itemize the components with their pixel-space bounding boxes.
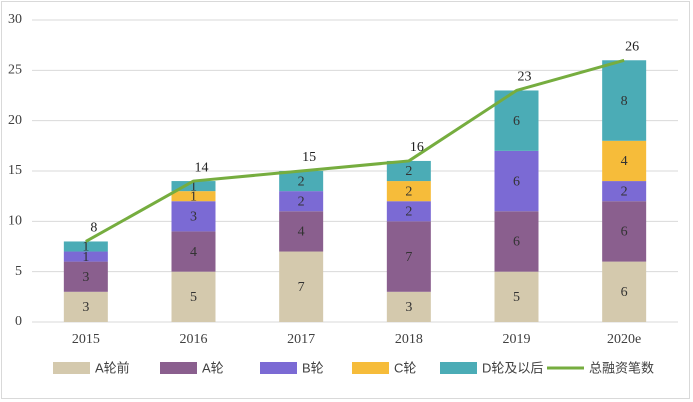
- bar-segment-label: 3: [82, 270, 89, 285]
- total-label: 15: [302, 150, 316, 165]
- bar-segment-label: 2: [298, 174, 305, 189]
- legend-swatch: [352, 362, 389, 374]
- bar-segment-label: 5: [190, 290, 197, 305]
- bar-segment: [63, 251, 108, 262]
- bar-segment: [602, 201, 647, 262]
- bar-segment-label: 6: [621, 225, 628, 240]
- legend-swatch: [440, 362, 477, 374]
- bar-segment-label: 4: [298, 225, 305, 240]
- legend-label: C轮: [394, 360, 416, 375]
- y-tick-label: 20: [8, 113, 22, 128]
- bar-segment: [602, 140, 647, 182]
- bar-segment: [171, 191, 216, 202]
- bar-segment-label: 2: [405, 184, 412, 199]
- bar-segment: [171, 181, 216, 192]
- bar-segment-label: 2: [405, 164, 412, 179]
- total-label: 16: [410, 140, 424, 155]
- x-tick-label: 2016: [180, 332, 208, 347]
- bar-segment: [279, 251, 324, 322]
- y-tick-label: 25: [8, 63, 22, 78]
- bar-segment-label: 1: [82, 240, 89, 255]
- bar-segment-label: 2: [405, 204, 412, 219]
- y-tick-label: 15: [8, 163, 22, 178]
- y-tick-label: 30: [8, 12, 22, 27]
- bar-segment: [279, 191, 324, 212]
- bar-segment: [171, 231, 216, 272]
- x-tick-label: 2017: [287, 332, 315, 347]
- bar-segment-label: 2: [621, 184, 628, 199]
- y-tick-label: 10: [8, 214, 22, 229]
- bar-segment: [279, 211, 324, 252]
- bar-segment-label: 4: [621, 154, 628, 169]
- bar-segment-label: 3: [190, 210, 197, 225]
- total-label: 26: [625, 39, 639, 54]
- bar-segment-label: 2: [298, 194, 305, 209]
- total-line: [85, 58, 625, 243]
- total-label: 8: [90, 221, 97, 236]
- bar-segment: [386, 160, 431, 182]
- bar-segment: [386, 291, 431, 322]
- legend-label: A轮: [202, 360, 224, 375]
- bar-segment-label: 3: [82, 300, 89, 315]
- x-tick-label: 2019: [503, 332, 531, 347]
- bar-segment-label: 5: [513, 290, 520, 305]
- legend-swatch: [160, 362, 197, 374]
- legend-swatch: [53, 362, 90, 374]
- bar-segment-label: 8: [621, 94, 628, 109]
- bar-segment: [171, 271, 216, 322]
- legend-label: 总融资笔数: [589, 360, 654, 375]
- bar-segment-label: 1: [82, 250, 89, 265]
- bar-segment: [63, 261, 108, 292]
- bar-segment-label: 3: [405, 300, 412, 315]
- bar-segment: [279, 171, 324, 192]
- bar-segment-label: 6: [621, 285, 628, 300]
- legend-swatch: [260, 362, 297, 374]
- bar-segment-label: 1: [190, 189, 197, 204]
- x-tick-label: 2015: [72, 332, 100, 347]
- legend-label: D轮及以后: [482, 360, 543, 375]
- bar-segment-label: 6: [513, 114, 520, 129]
- legend-label: B轮: [302, 360, 324, 375]
- total-label: 14: [195, 160, 209, 175]
- legend-label: A轮前: [95, 360, 130, 375]
- bar-segment-label: 7: [405, 250, 412, 265]
- bar-segment: [63, 291, 108, 322]
- bar-segment: [602, 261, 647, 322]
- bar-segment: [171, 201, 216, 232]
- bar-segment-label: 6: [513, 235, 520, 250]
- y-tick-label: 0: [15, 314, 22, 329]
- bar-segment-label: 1: [190, 179, 197, 194]
- bar-segment: [386, 221, 431, 292]
- bar-segment: [494, 271, 539, 322]
- bar-segment-label: 6: [513, 174, 520, 189]
- y-tick-label: 5: [15, 264, 22, 279]
- bar-segment: [602, 181, 647, 202]
- bar-segment: [494, 211, 539, 272]
- bar-segment: [494, 150, 539, 212]
- bar-segment: [386, 201, 431, 222]
- bar-segment-label: 4: [190, 245, 197, 260]
- total-label: 23: [518, 70, 532, 85]
- x-tick-label: 2018: [395, 332, 423, 347]
- x-tick-label: 2020e: [607, 332, 641, 347]
- bar-segment: [386, 181, 431, 202]
- bar-segment: [63, 241, 108, 252]
- bar-segment-label: 7: [298, 280, 305, 295]
- bar-segment: [602, 60, 647, 141]
